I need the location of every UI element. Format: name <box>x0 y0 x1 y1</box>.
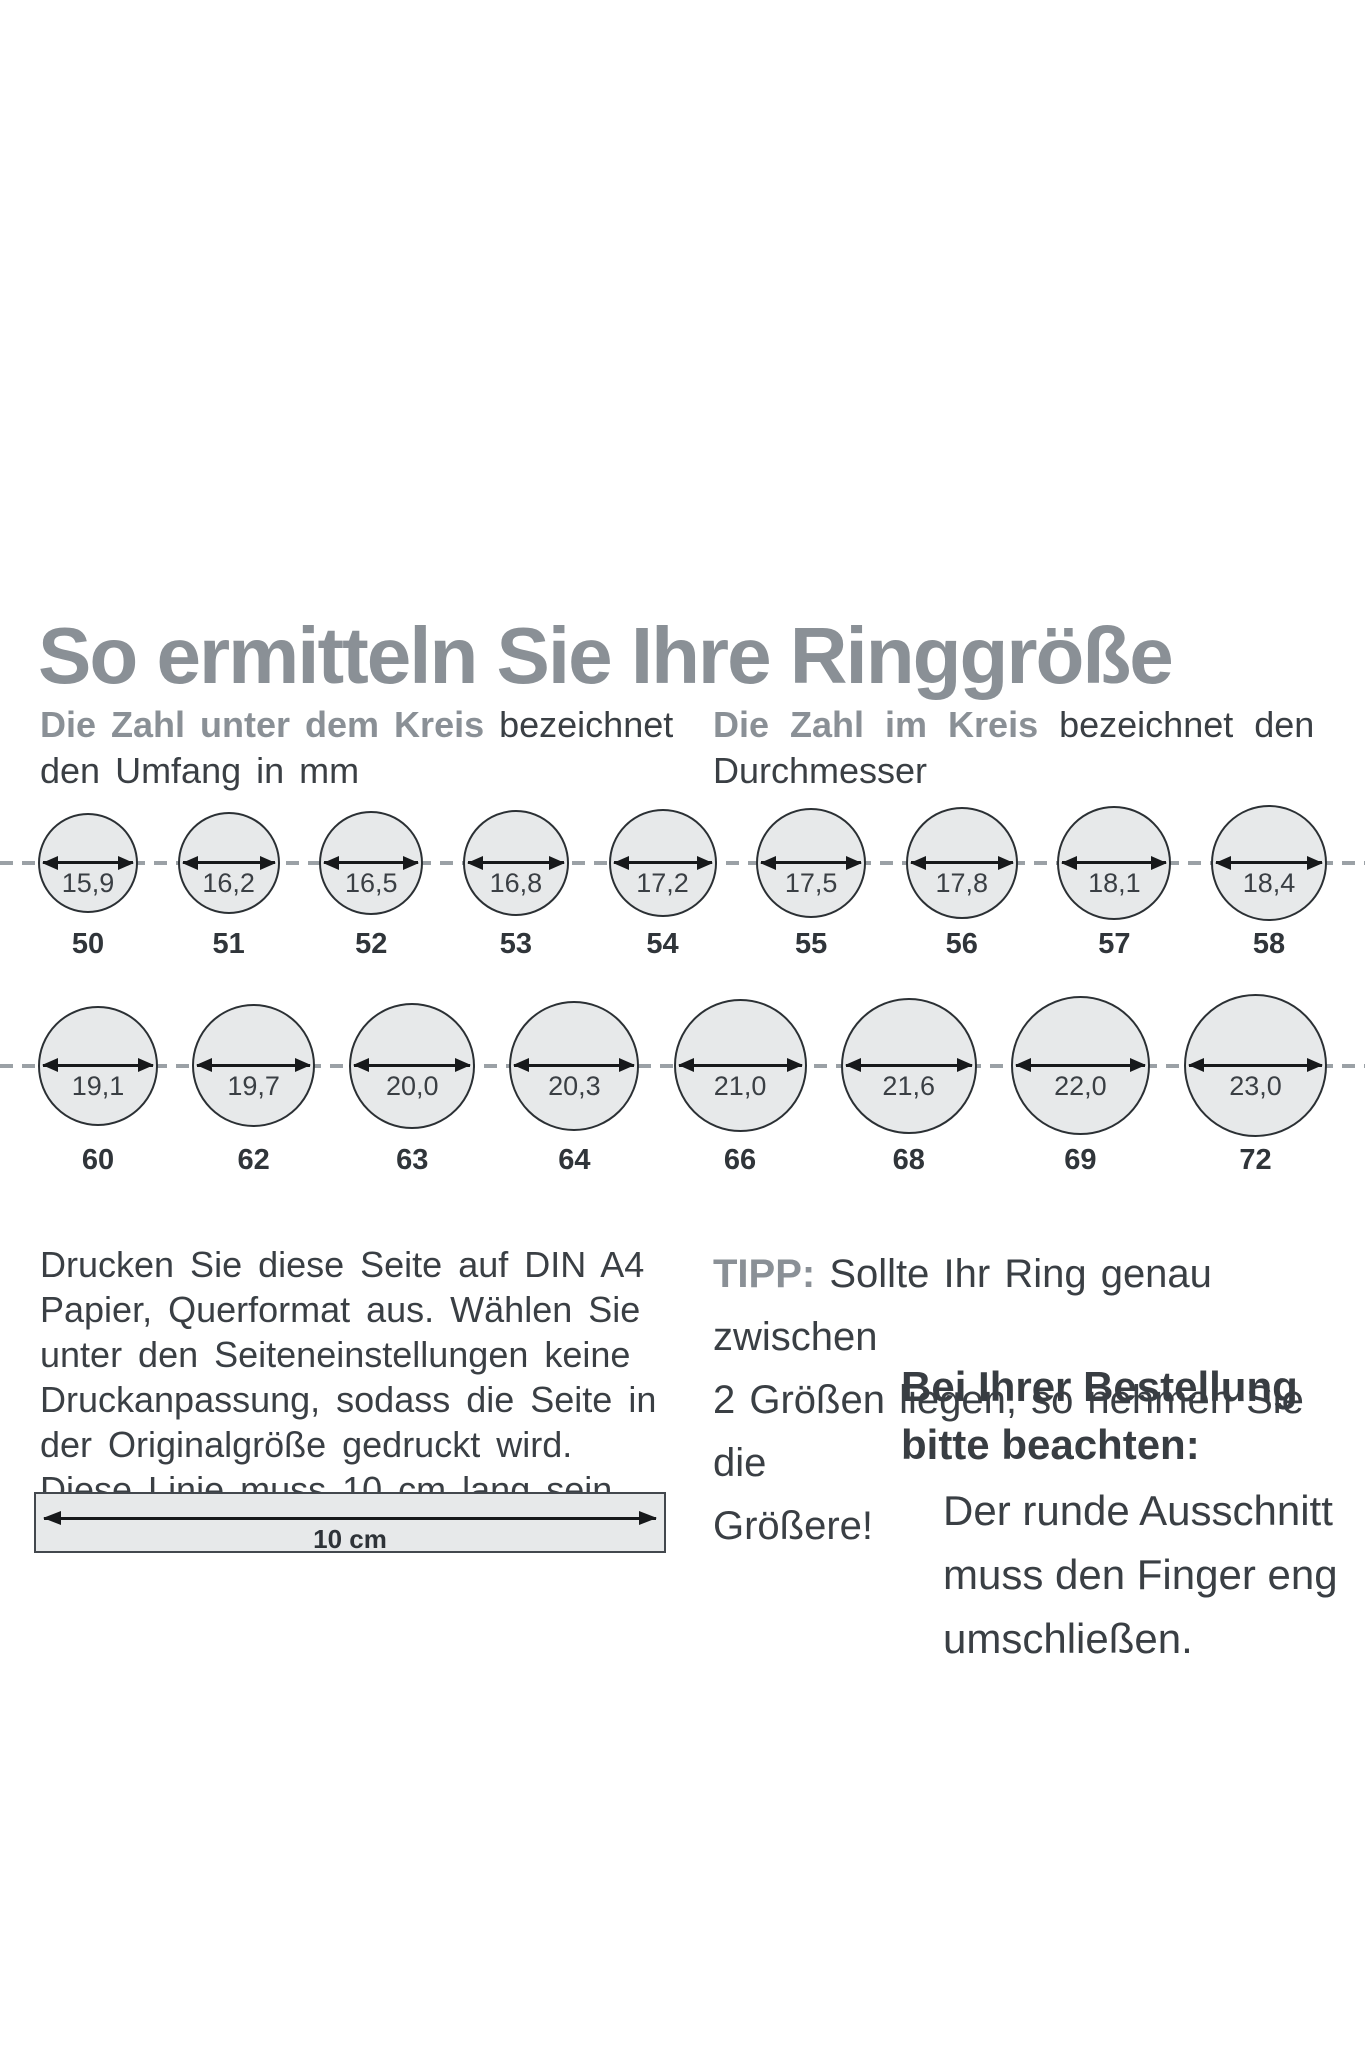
ring-size-label: 52 <box>355 928 388 960</box>
diameter-value: 20,0 <box>386 1070 439 1101</box>
diameter-arrow-icon <box>182 861 275 864</box>
size-labels-line: 50 51 52 53 54 55 56 57 58 <box>0 928 1365 961</box>
diameter-arrow-icon <box>678 1063 802 1067</box>
ring-circle-size-51: 16,2 <box>177 812 280 914</box>
tip-rest: Sollte Ihr Ring genau zwischen 2 Größen … <box>713 1252 1304 1548</box>
diameter-value: 17,2 <box>636 868 689 898</box>
intro-diameter-note: Die Zahl im Kreis bezeichnet den Durchme… <box>713 702 1353 794</box>
diameter-arrow-icon <box>1062 861 1167 864</box>
intro-circumference-rest: bezeichnet den Umfang in mm <box>40 704 674 791</box>
diameter-arrow-icon <box>1188 1063 1322 1067</box>
ring-size-label: 66 <box>723 1144 757 1176</box>
page-title: So ermitteln Sie Ihre Ringgröße <box>38 610 1174 700</box>
ring-size-label: 56 <box>945 928 978 960</box>
ring-circle-size-57: 18,1 <box>1057 806 1172 920</box>
print-instructions: Drucken Sie diese Seite auf DIN A4 Papie… <box>40 1244 657 1510</box>
size-labels-line: 60 62 63 64 66 68 69 72 <box>0 1144 1365 1177</box>
ring-circle-size-54: 17,2 <box>608 809 717 917</box>
ring-size-label: 50 <box>71 928 105 960</box>
diameter-arrow-icon <box>514 1063 635 1067</box>
ring-circle-size-62: 19,7 <box>192 1004 316 1127</box>
ring-size-label: 62 <box>237 1144 270 1176</box>
diameter-value: 16,5 <box>344 868 398 898</box>
tip-note: TIPP: Sollte Ihr Ring genau zwischen 2 G… <box>713 1243 1353 1558</box>
diameter-arrow-icon <box>354 1063 471 1067</box>
circles-line: 19,1 19,7 20,0 20,3 21,0 21,6 22,0 23,0 <box>0 994 1365 1137</box>
diameter-value: 19,1 <box>71 1070 125 1101</box>
ring-circle-size-53: 16,8 <box>462 810 569 916</box>
ring-size-label: 55 <box>794 928 828 960</box>
ring-circle-size-60: 19,1 <box>38 1005 158 1126</box>
diameter-value: 18,1 <box>1088 868 1141 898</box>
ruler-label: 10 cm <box>313 1523 387 1554</box>
ring-size-label: 63 <box>396 1144 429 1176</box>
diameter-arrow-icon <box>43 861 133 864</box>
ring-circle-size-55: 17,5 <box>756 808 867 918</box>
diameter-arrow-icon <box>845 1063 972 1067</box>
diameter-value: 23,0 <box>1229 1070 1282 1101</box>
ring-row-2: 19,1 19,7 20,0 20,3 21,0 21,6 22,0 23,0 60 62 63 64… <box>0 994 1365 1177</box>
ring-row-1: 15,9 16,2 16,5 16,8 17,2 17,5 17,8 18,1 18,4 50 51… <box>0 805 1365 961</box>
ring-circle-size-68: 21,6 <box>840 997 977 1134</box>
ring-size-label: 72 <box>1239 1144 1272 1176</box>
diameter-arrow-icon <box>197 1063 311 1067</box>
circles-line: 15,9 16,2 16,5 16,8 17,2 17,5 17,8 18,1 18,4 <box>0 805 1365 921</box>
intro-circumference-note: Die Zahl unter dem Kreis bezeichnet den … <box>40 702 690 794</box>
ring-circle-size-50: 15,9 <box>38 813 138 913</box>
ruler-arrow-icon <box>44 1516 656 1520</box>
diameter-value: 15,9 <box>61 868 115 898</box>
order-note-body: Der runde Ausschnitt muss den Finger eng… <box>943 1487 1338 1662</box>
order-note-heading: Bei Ihrer Bestellung bitte beachten: <box>901 1363 1298 1468</box>
ring-size-label: 64 <box>558 1144 591 1176</box>
ring-size-label: 69 <box>1064 1144 1097 1176</box>
ring-size-label: 57 <box>1098 928 1131 960</box>
ring-size-label: 53 <box>499 928 532 960</box>
ring-circle-size-58: 18,4 <box>1211 805 1327 921</box>
diameter-arrow-icon <box>910 861 1013 864</box>
ring-circle-size-69: 22,0 <box>1010 996 1150 1135</box>
diameter-arrow-icon <box>467 861 564 864</box>
diameter-value: 20,3 <box>548 1070 601 1101</box>
diameter-arrow-icon <box>761 861 862 864</box>
ring-size-label: 54 <box>646 928 679 960</box>
intro-diameter-highlight: Die Zahl im Kreis <box>713 704 1039 745</box>
diameter-value: 16,8 <box>489 868 543 898</box>
ring-circle-size-64: 20,3 <box>509 1000 640 1131</box>
diameter-value: 21,6 <box>882 1070 935 1101</box>
ring-size-label: 60 <box>81 1144 115 1176</box>
ring-size-label: 68 <box>892 1144 925 1176</box>
diameter-arrow-icon <box>1015 1063 1145 1067</box>
ruler-10cm: 10 cm <box>34 1492 666 1554</box>
ring-circle-size-52: 16,5 <box>319 811 424 915</box>
ring-circle-size-66: 21,0 <box>673 999 807 1132</box>
diameter-arrow-icon <box>613 861 712 864</box>
diameter-value: 17,5 <box>784 868 838 898</box>
ring-circle-size-72: 23,0 <box>1183 994 1327 1137</box>
ring-size-label: 58 <box>1252 928 1286 960</box>
tip-highlight: TIPP: <box>713 1252 816 1296</box>
ring-size-label: 51 <box>212 928 245 960</box>
diameter-value: 16,2 <box>202 868 255 898</box>
diameter-value: 19,7 <box>227 1070 280 1101</box>
ring-circle-size-56: 17,8 <box>905 807 1018 919</box>
diameter-value: 17,8 <box>935 868 989 898</box>
diameter-arrow-icon <box>324 861 419 864</box>
ring-circle-size-63: 20,0 <box>349 1002 476 1129</box>
diameter-value: 22,0 <box>1054 1070 1107 1101</box>
diameter-arrow-icon <box>43 1063 153 1067</box>
diameter-value: 18,4 <box>1242 868 1296 898</box>
intro-circumference-highlight: Die Zahl unter dem Kreis <box>40 704 485 745</box>
intro-diameter-rest: bezeichnet den Durchmesser <box>713 704 1315 791</box>
diameter-value: 21,0 <box>713 1070 767 1101</box>
diameter-arrow-icon <box>1216 861 1322 864</box>
